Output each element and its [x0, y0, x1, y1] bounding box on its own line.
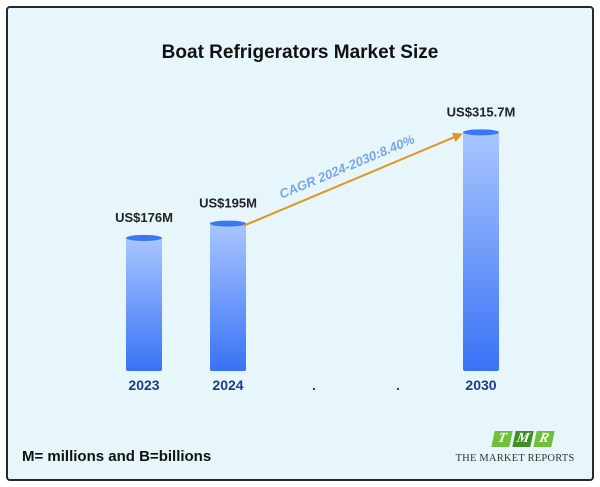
bar-chart: US$176M 2023 US$195M 2024 US$315.7M 2030.. CA…: [115, 104, 516, 393]
category-label-2023: 2023: [128, 377, 159, 393]
bar-2030: [463, 132, 499, 371]
value-label-2030: US$315.7M: [447, 104, 516, 119]
chart-card: Boat Refrigerators Market Size US$176M 20…: [6, 6, 594, 481]
cagr-label: CAGR 2024-2030:8.40%: [277, 131, 417, 201]
logo-letter-r: R: [533, 431, 555, 447]
units-footnote: M= millions and B=billions: [22, 448, 212, 465]
bar-cap-2030: [463, 129, 499, 136]
logo-text: THE MARKET REPORTS: [455, 453, 575, 464]
cagr-arrow: [243, 132, 463, 227]
bar-cap-2024: [210, 220, 246, 227]
category-label-2024: 2024: [212, 377, 243, 393]
bar-2023: [126, 237, 162, 371]
logo-letter-m: M: [512, 431, 534, 447]
logo-letter-t: T: [491, 431, 513, 447]
gap-marker: .: [312, 377, 316, 393]
bar-2024: [210, 223, 246, 371]
category-label-2030: 2030: [465, 377, 496, 393]
value-label-2023: US$176M: [115, 210, 173, 225]
value-label-2024: US$195M: [199, 196, 257, 211]
chart-title: Boat Refrigerators Market Size: [161, 42, 439, 63]
bar-cap-2023: [126, 234, 162, 241]
tmr-logo: T M R THE MARKET REPORTS: [445, 431, 585, 471]
gap-marker: .: [396, 377, 400, 393]
